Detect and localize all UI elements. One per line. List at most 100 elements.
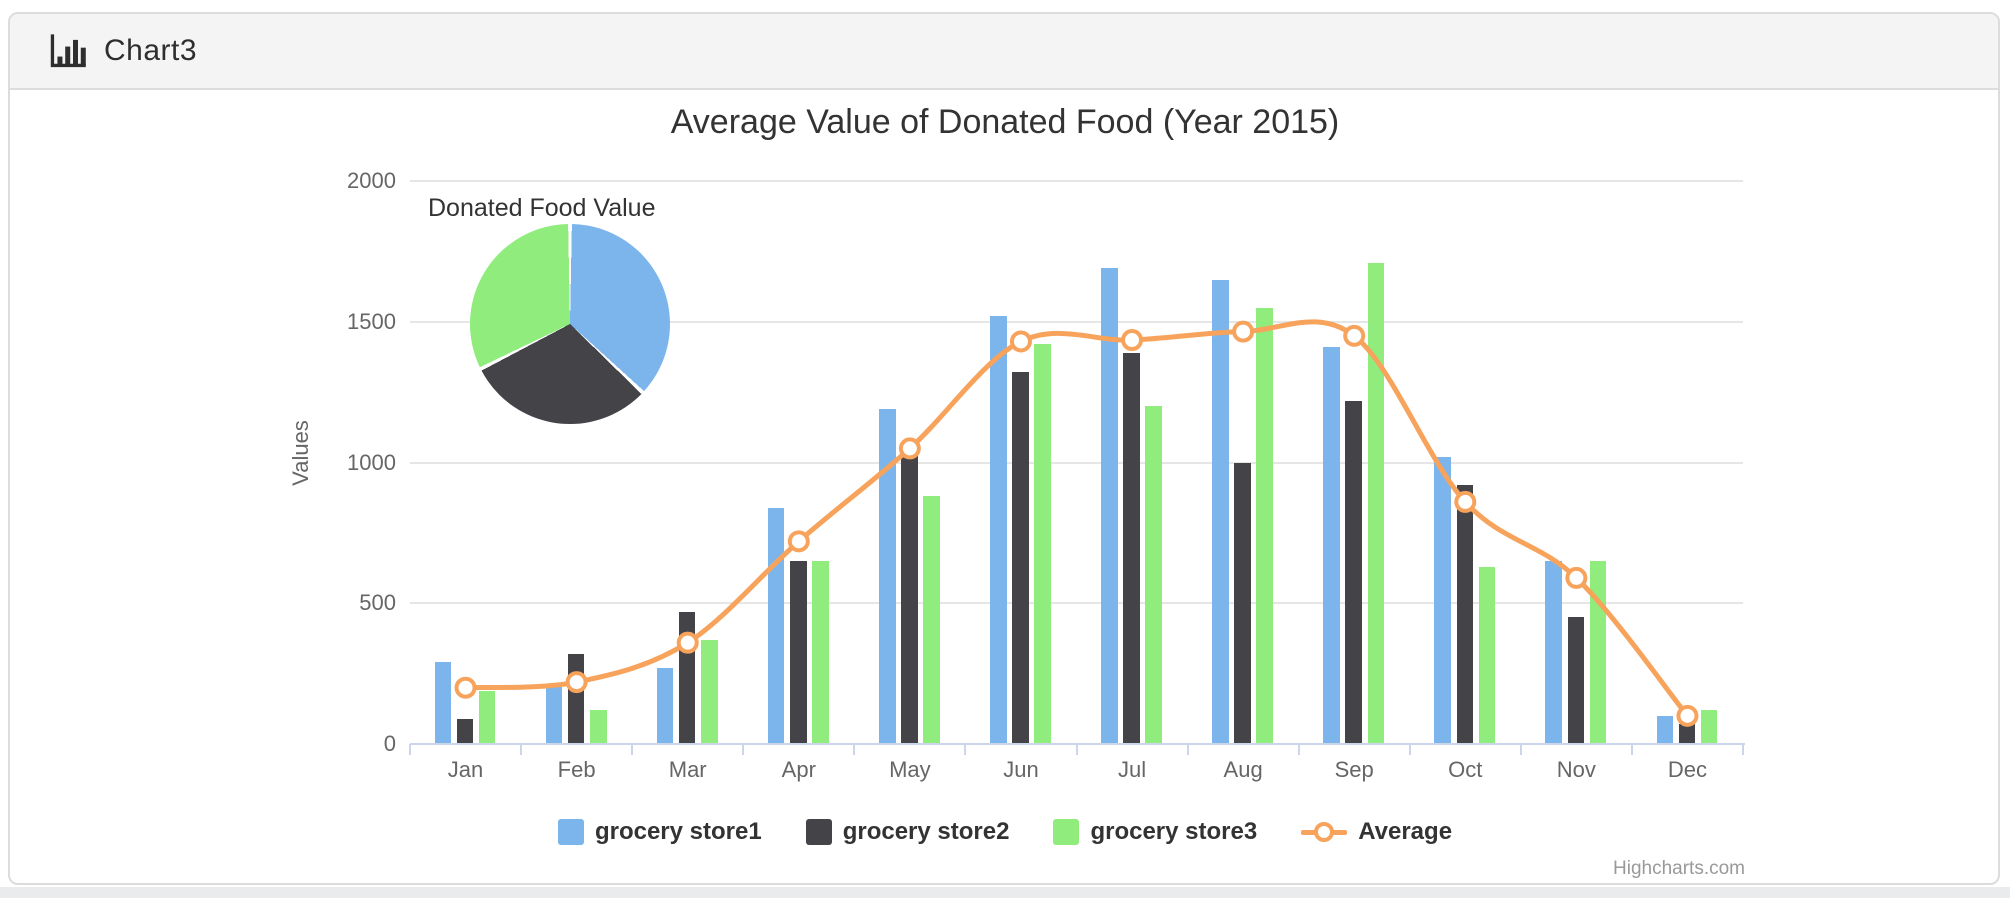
x-tick-label-Jul: Jul [1117, 757, 1147, 782]
bar-grocery-store3-Jul [1145, 406, 1162, 744]
x-axis-tick [1519, 744, 1522, 755]
bar-grocery-store2-Jul [1123, 352, 1140, 744]
bar-grocery-store2-Jun [1012, 372, 1029, 744]
bar-grocery-store3-Feb [589, 710, 607, 744]
bar-grocery-store3-Aug [1256, 307, 1273, 744]
bar-grocery-store1-Dec [1656, 715, 1674, 744]
legend-label: Average [1358, 818, 1453, 845]
legend-swatch-grocery-store1 [557, 819, 584, 845]
bar-grocery-store1-Jun [990, 316, 1007, 744]
average-marker-Feb [565, 671, 588, 694]
legend-swatch-grocery-store3 [1053, 819, 1080, 845]
legend-item-Average[interactable]: Average [1301, 818, 1452, 846]
x-axis-tick [964, 744, 967, 755]
bar-grocery-store3-Apr [812, 561, 829, 744]
x-tick-label-Oct: Oct [1448, 757, 1483, 782]
x-axis-tick [1186, 744, 1189, 755]
bar-grocery-store2-Jan [456, 718, 474, 744]
gridline-2000 [410, 180, 1743, 182]
average-marker-Jan [454, 676, 477, 699]
x-tick-label-Jan: Jan [447, 757, 484, 782]
bar-grocery-store2-Apr [790, 561, 807, 744]
gridline-1000 [410, 461, 1743, 464]
y-tick-label: 1500 [347, 308, 396, 334]
y-tick-label: 1000 [347, 449, 396, 475]
x-tick-label-Jun: Jun [1003, 757, 1039, 782]
x-axis-tick [1630, 744, 1633, 755]
average-spline [463, 319, 1690, 719]
average-marker-Aug [1232, 320, 1255, 343]
legend-swatch-grocery-store2 [805, 819, 832, 845]
x-tick-label-May: May [889, 757, 931, 782]
legend-item-grocery-store3[interactable]: grocery store3 [1053, 818, 1257, 846]
legend-marker-average [1301, 819, 1348, 845]
legend-item-grocery-store2[interactable]: grocery store2 [805, 818, 1010, 846]
chart-title: Average Value of Donated Food (Year 2015… [670, 103, 1340, 141]
panel-header: Chart3 [10, 14, 1998, 90]
legend-label: grocery store2 [842, 818, 1010, 845]
credits-link[interactable]: Highcharts.com [1613, 858, 1745, 879]
y-tick-label: 500 [359, 590, 396, 616]
x-axis-tick [1742, 744, 1744, 755]
y-tick-label: 0 [383, 731, 396, 756]
x-axis-line [410, 743, 1745, 745]
gridline-1500 [410, 320, 1743, 323]
bar-grocery-store2-Aug [1234, 462, 1251, 744]
x-axis-tick [1408, 744, 1411, 755]
x-tick-label-Aug: Aug [1223, 757, 1263, 782]
bar-grocery-store2-Oct [1456, 485, 1474, 744]
bar-grocery-store1-May [878, 409, 896, 744]
bar-grocery-store2-Nov [1567, 617, 1585, 744]
average-marker-Nov [1565, 566, 1588, 589]
bar-grocery-store3-Jan [478, 690, 496, 744]
legend-dot [1314, 822, 1335, 842]
legend: grocery store1 grocery store2 grocery stor… [0, 818, 2010, 846]
bar-grocery-store3-May [923, 496, 940, 744]
average-marker-Jul [1121, 329, 1144, 352]
x-axis-tick [1297, 744, 1300, 755]
bar-grocery-store3-Oct [1478, 566, 1496, 744]
x-tick-label-Nov: Nov [1556, 757, 1596, 782]
average-marker-Oct [1454, 490, 1477, 513]
page-bottom-strip [0, 887, 2010, 898]
bar-grocery-store2-Sep [1345, 400, 1362, 744]
x-axis-tick [1075, 744, 1078, 755]
pie-donated-food-value [470, 224, 670, 424]
y-tick-label: 2000 [347, 168, 396, 193]
x-axis-tick [853, 744, 856, 755]
bar-grocery-store3-Sep [1367, 262, 1385, 744]
bar-grocery-store3-Mar [701, 639, 718, 744]
bar-grocery-store1-Feb [545, 684, 563, 744]
x-axis-tick [742, 744, 745, 755]
x-tick-label-Apr: Apr [781, 757, 816, 782]
average-marker-Mar [676, 631, 699, 654]
legend-label: grocery store1 [594, 818, 762, 845]
average-marker-May [898, 437, 921, 460]
bar-grocery-store1-Aug [1212, 279, 1229, 744]
average-marker-Apr [787, 530, 810, 553]
bar-grocery-store1-Jan [434, 662, 452, 744]
gridline-500 [410, 602, 1743, 605]
bar-grocery-store1-Sep [1323, 347, 1340, 744]
bar-grocery-store1-Jul [1101, 268, 1118, 744]
x-axis-tick [520, 744, 523, 755]
average-marker-Sep [1343, 324, 1366, 347]
average-marker-Dec [1676, 704, 1699, 727]
x-tick-label-Mar: Mar [668, 757, 707, 782]
x-tick-label-Dec: Dec [1667, 757, 1707, 782]
bar-grocery-store3-Dec [1700, 710, 1718, 744]
pie-title: Donated Food Value [428, 194, 656, 222]
x-tick-label-Sep: Sep [1334, 757, 1374, 782]
bar-grocery-store1-Mar [656, 667, 674, 744]
bar-chart-icon [48, 33, 88, 69]
panel-title: Chart3 [104, 34, 198, 67]
legend-item-grocery-store1[interactable]: grocery store1 [557, 818, 762, 846]
x-tick-label-Feb: Feb [557, 757, 596, 782]
x-axis-tick [631, 744, 634, 755]
bar-grocery-store2-Dec [1678, 724, 1696, 744]
bar-grocery-store1-Oct [1434, 456, 1451, 744]
legend-label: grocery store3 [1090, 818, 1258, 845]
bar-grocery-store3-Jun [1034, 344, 1051, 744]
x-axis-tick [409, 744, 411, 755]
